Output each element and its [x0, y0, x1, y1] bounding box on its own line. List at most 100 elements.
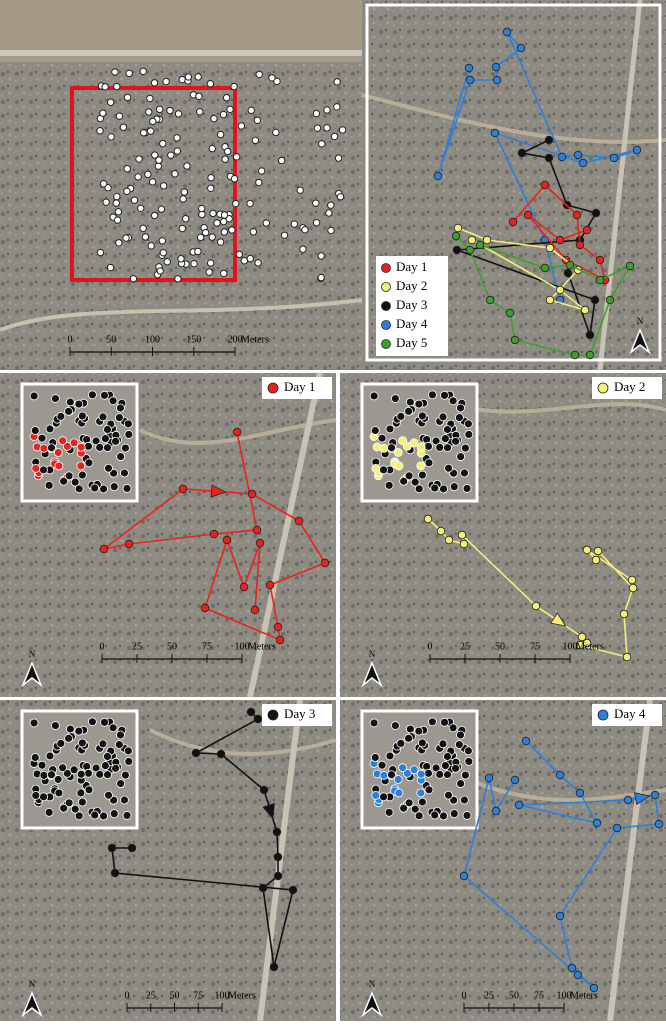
location-dot — [220, 111, 226, 117]
locator-dot — [78, 471, 86, 479]
day1-point — [541, 181, 549, 189]
day1-point — [509, 218, 517, 226]
locator-dot — [400, 477, 408, 485]
locator-dot — [463, 484, 471, 492]
location-dot — [185, 74, 191, 80]
locator-dot — [124, 747, 132, 755]
locator-dot — [449, 724, 457, 732]
location-dot — [209, 145, 215, 151]
locator-dot — [75, 485, 83, 493]
track-point — [437, 527, 445, 535]
location-dot — [202, 229, 208, 235]
locator-dot — [54, 448, 62, 456]
track-point — [210, 530, 218, 538]
location-dot — [206, 269, 212, 275]
location-dot — [102, 84, 108, 90]
locator-dot — [91, 811, 99, 819]
locator-dot — [415, 400, 423, 408]
track-point — [273, 828, 281, 836]
locator-dot — [443, 752, 451, 760]
location-dot — [207, 260, 213, 266]
locator-dot — [425, 459, 433, 467]
location-dot — [334, 104, 340, 110]
track-point — [628, 576, 636, 584]
locator-dot — [460, 796, 468, 804]
locator-dot — [110, 810, 118, 818]
locator-dot — [103, 425, 111, 433]
locator-dot — [395, 789, 403, 797]
locator-dot — [66, 725, 74, 733]
day4-point — [503, 28, 511, 36]
locator-dot — [124, 420, 132, 428]
location-dot — [112, 69, 118, 75]
location-dot — [334, 79, 340, 85]
location-dot — [197, 234, 203, 240]
locator-dot — [418, 798, 426, 806]
day1-point — [524, 211, 532, 219]
locator-dot — [123, 811, 131, 819]
location-dot — [100, 110, 106, 116]
page: {"north_label": "N", "overview": {"scale… — [0, 0, 666, 1021]
location-dot — [184, 163, 190, 169]
location-dot — [114, 193, 120, 199]
track-point — [620, 610, 628, 618]
location-dot — [175, 276, 181, 282]
locator-dot — [370, 719, 378, 727]
locator-dot — [405, 734, 413, 742]
legend-swatch — [598, 383, 608, 393]
location-dot — [337, 194, 343, 200]
location-dot — [269, 75, 275, 81]
location-dot — [159, 238, 165, 244]
locator-dot — [47, 771, 55, 779]
locator-dot — [441, 718, 449, 726]
track-point — [256, 539, 264, 547]
day4-point — [610, 154, 618, 162]
locator-dot — [101, 391, 109, 399]
scale-label: 0 — [125, 990, 130, 1001]
location-dot — [319, 141, 325, 147]
locator-dot — [400, 804, 408, 812]
north-label: N — [369, 649, 376, 659]
location-dot — [247, 255, 253, 261]
locator-dot — [456, 731, 464, 739]
track-point — [274, 623, 282, 631]
location-dot — [258, 168, 264, 174]
day4-point — [517, 44, 525, 52]
day3-point — [518, 149, 526, 157]
north-label: N — [369, 979, 376, 989]
legend-swatch — [382, 321, 391, 330]
locator-dot — [450, 483, 458, 491]
location-dot — [217, 239, 223, 245]
scale-label: 0 — [428, 641, 433, 652]
locator-dot — [117, 780, 125, 788]
track-point — [233, 428, 241, 436]
location-dot — [208, 185, 214, 191]
day4-point — [434, 172, 442, 180]
scale-label: 75 — [534, 990, 544, 1001]
locator-dot — [415, 727, 423, 735]
location-dot — [151, 212, 157, 218]
legend-label: Day 3 — [396, 297, 427, 312]
scale-unit: Meters — [248, 641, 276, 652]
track-point — [568, 964, 576, 972]
track-point — [492, 807, 500, 815]
day2-point — [546, 244, 554, 252]
track-point — [321, 559, 329, 567]
track-point — [651, 791, 659, 799]
locator-dot — [425, 786, 433, 794]
location-dot — [238, 123, 244, 129]
day5-point — [571, 351, 579, 359]
locator-dot — [378, 434, 386, 442]
location-dot — [151, 80, 157, 86]
day4-point — [466, 76, 474, 84]
locator-dot — [444, 464, 452, 472]
scale-label: 50 — [495, 641, 505, 652]
location-dot — [172, 171, 178, 177]
locator-dot — [457, 780, 465, 788]
locator-dot — [444, 771, 452, 779]
day1-point — [583, 226, 591, 234]
scale-label: 100 — [145, 334, 160, 345]
locator-dot — [455, 741, 463, 749]
scale-unit: Meters — [228, 990, 256, 1001]
location-dot — [252, 137, 258, 143]
